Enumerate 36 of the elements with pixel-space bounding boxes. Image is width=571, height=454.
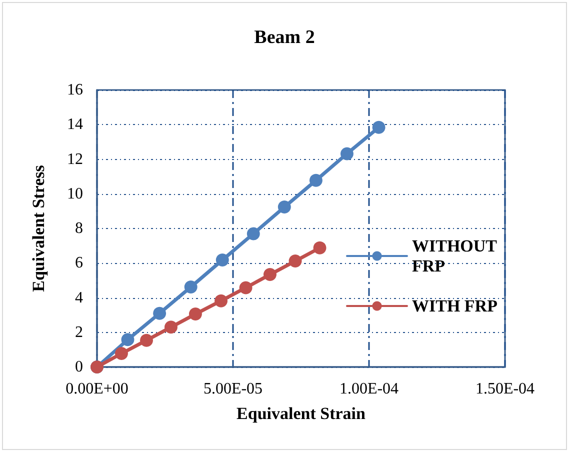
point <box>184 280 198 294</box>
y-tick-label: 12 <box>67 150 83 168</box>
point <box>264 268 276 282</box>
point <box>153 306 166 320</box>
y-tick-label: 2 <box>75 324 83 341</box>
y-tick-label: 10 <box>67 185 83 202</box>
legend-label: WITHOUT FRP <box>412 236 501 276</box>
y-tick-label: 4 <box>75 289 83 306</box>
point <box>214 294 228 308</box>
y-tick-label: 6 <box>75 254 83 272</box>
x-tick-label: 1.50E-04 <box>475 380 535 398</box>
point <box>340 147 354 160</box>
x-tick-label: 0.00E+00 <box>66 380 128 398</box>
point <box>239 281 252 294</box>
point <box>372 120 386 134</box>
x-tick-label: 5.00E-05 <box>203 380 263 398</box>
x-axis-title: Equivalent Strain <box>236 404 366 423</box>
y-tick-label: 16 <box>67 82 83 98</box>
point <box>114 347 128 360</box>
y-axis-title: Equivalent Stress <box>29 164 48 292</box>
y-tick-label: 0 <box>75 358 83 376</box>
point <box>188 308 202 321</box>
point <box>288 254 302 268</box>
point <box>309 174 322 187</box>
point <box>278 200 291 214</box>
point <box>121 333 134 346</box>
chart-title: Beam 2 <box>254 27 315 48</box>
x-tick-label: 1.00E-04 <box>339 380 399 398</box>
point <box>216 254 229 267</box>
y-tick-label: 14 <box>67 116 83 134</box>
point <box>164 320 178 334</box>
point <box>246 227 260 240</box>
y-tick-label: 8 <box>75 220 83 237</box>
legend-label: WITH FRP <box>412 296 498 316</box>
point <box>313 241 326 254</box>
point <box>140 334 154 347</box>
